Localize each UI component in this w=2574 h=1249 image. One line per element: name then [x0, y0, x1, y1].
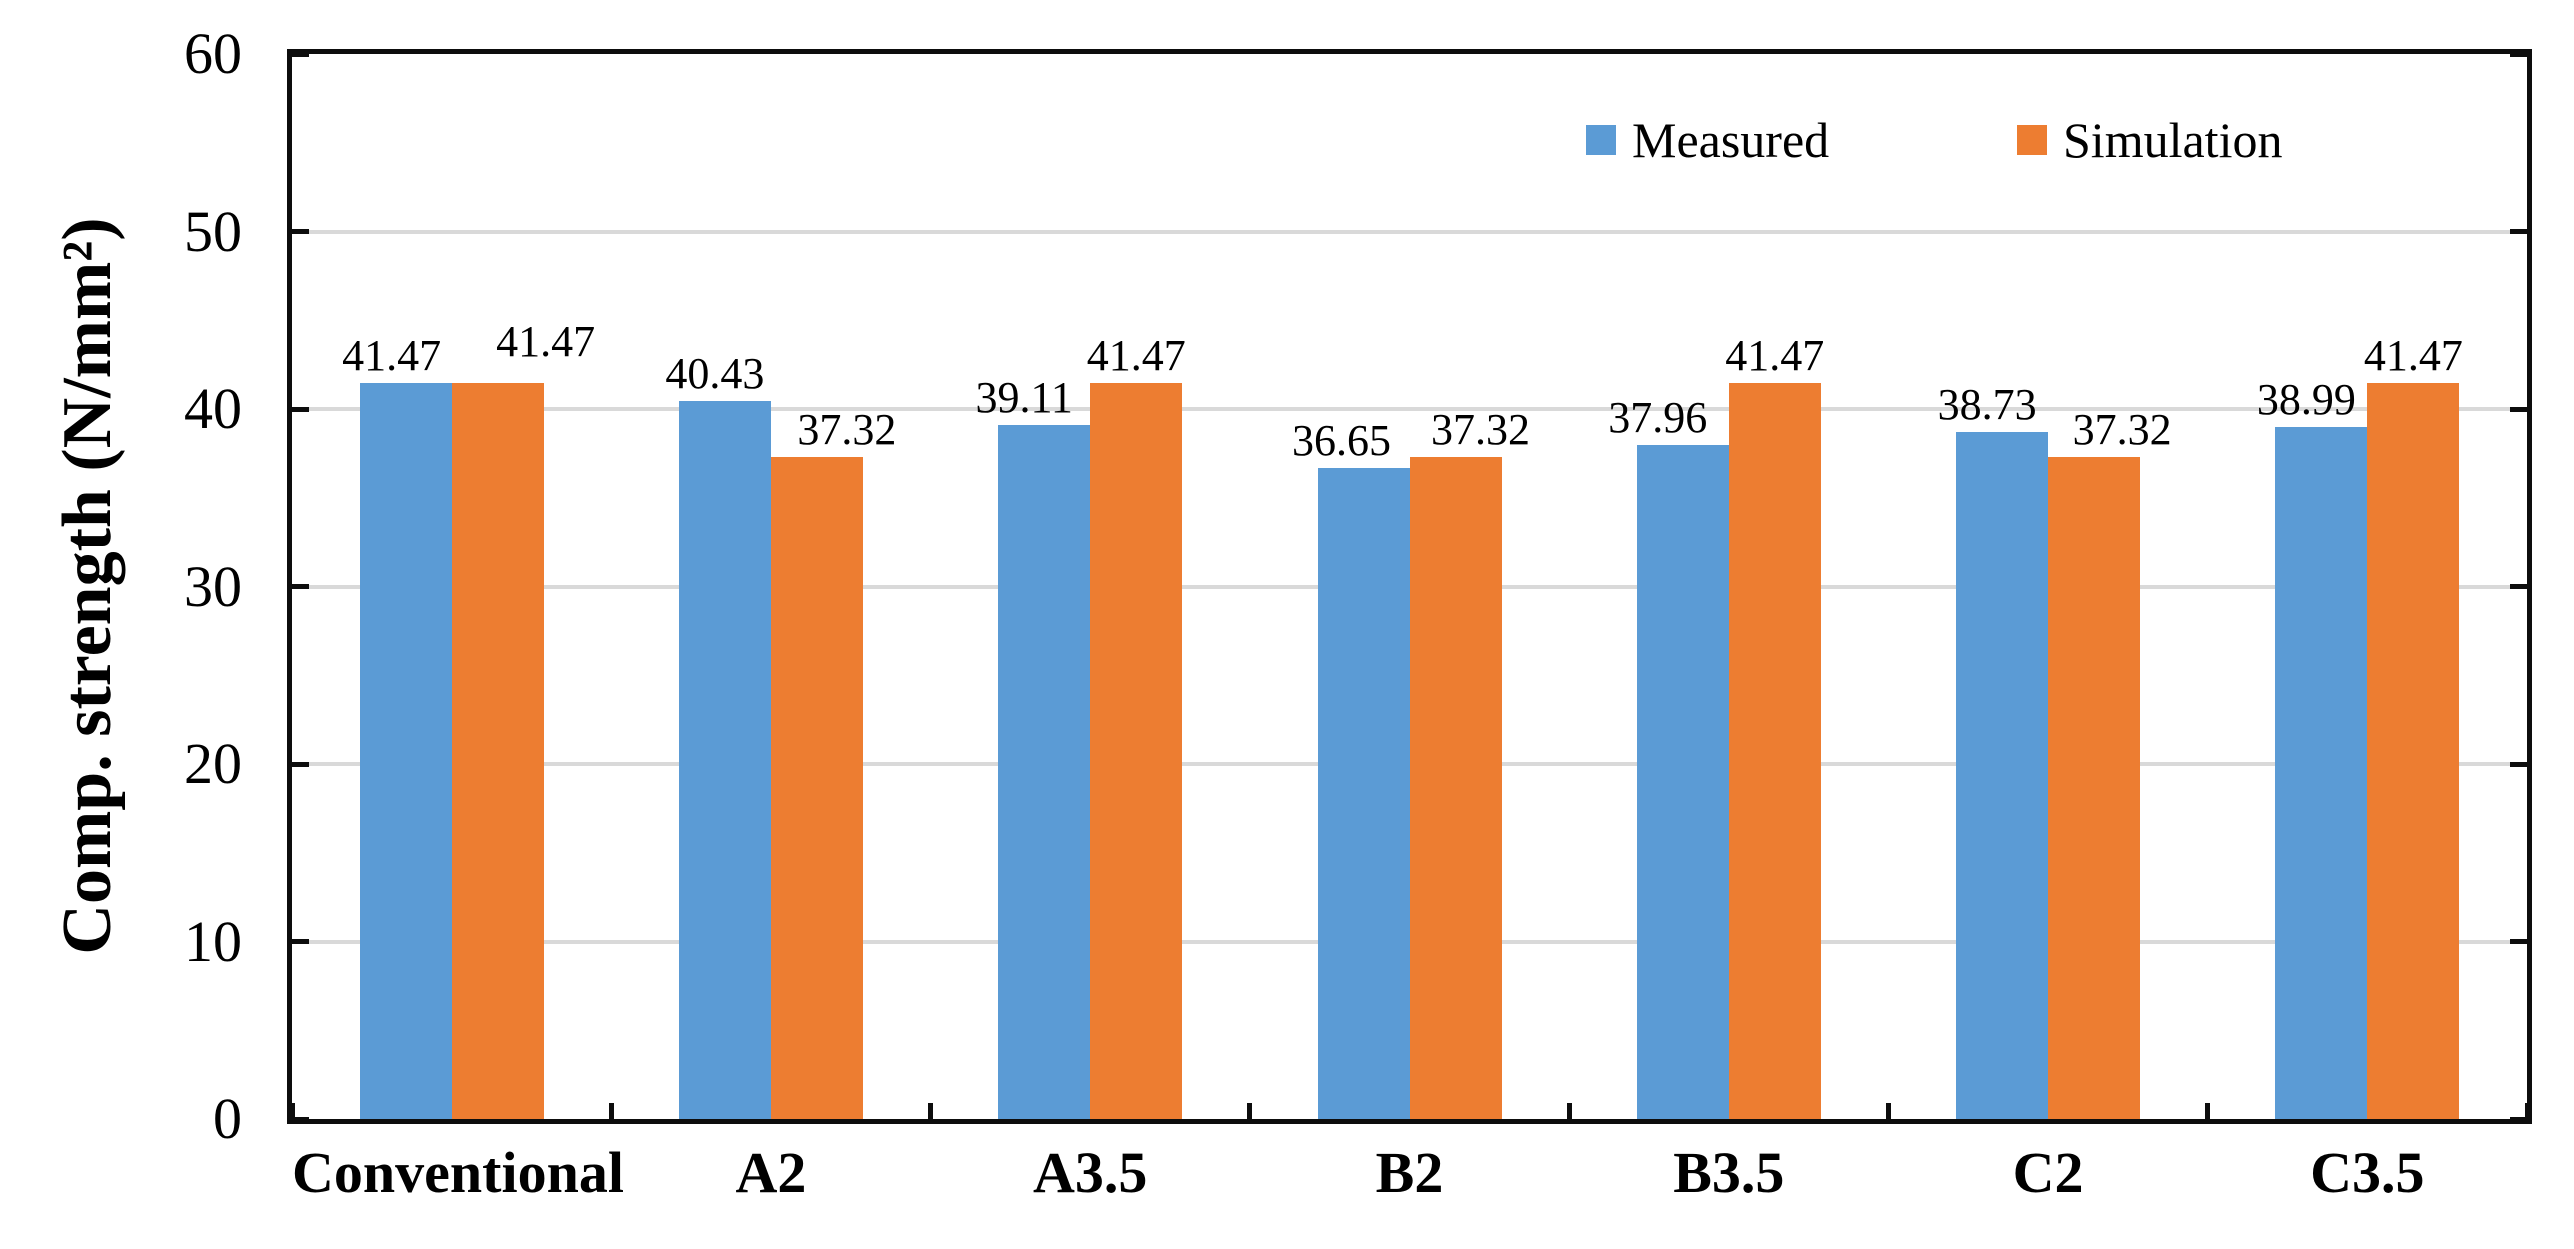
y-tick-mark-left-50: [287, 229, 309, 234]
measured-bar-C2: [1956, 431, 2049, 1119]
y-tick-mark-left-60: [287, 51, 309, 57]
y-tick-mark-right-20: [2510, 761, 2532, 767]
x-category-label-Conventional: Conventional: [292, 1140, 624, 1205]
legend-label-simulation: Simulation: [2063, 112, 2283, 168]
legend-item-simulation: Simulation: [2017, 112, 2282, 168]
bar-value-label-simulation-A2: 37.32: [797, 404, 897, 454]
simulation-bar-C2: [2048, 456, 2141, 1119]
y-tick-label-30: 30: [184, 553, 242, 619]
bar-value-label-measured-B3.5: 37.96: [1608, 393, 1708, 443]
y-tick-mark-left-30: [287, 584, 309, 589]
y-tick-label-60: 60: [184, 21, 242, 86]
measured-bar-A2: [678, 401, 771, 1119]
measured-bar-Conventional: [359, 382, 452, 1119]
simulation-bar-C3.5: [2367, 382, 2460, 1119]
bar-value-label-simulation-C2: 37.32: [2072, 404, 2172, 454]
gridline-40: [292, 407, 2527, 411]
bar-value-label-measured-C3.5: 38.99: [2256, 374, 2356, 424]
measured-series-swatch-icon: [1586, 125, 1616, 155]
y-tick-mark-right-10: [2510, 939, 2532, 944]
x-tick-mark-0: [289, 1103, 295, 1119]
y-tick-label-10: 10: [184, 908, 242, 974]
measured-bar-B2: [1317, 468, 1410, 1119]
x-category-label-B2: B2: [1375, 1140, 1444, 1205]
bar-value-label-measured-Conventional: 41.47: [342, 330, 442, 380]
y-tick-mark-left-10: [287, 939, 309, 944]
legend-label-measured: Measured: [1632, 112, 1830, 168]
x-category-label-A3.5: A3.5: [1033, 1140, 1148, 1205]
measured-bar-C3.5: [2275, 426, 2368, 1119]
bar-value-label-measured-C2: 38.73: [1937, 379, 2037, 429]
bar-value-label-simulation-B2: 37.32: [1431, 404, 1530, 454]
bar-value-label-measured-A3.5: 39.11: [975, 372, 1073, 422]
bar-value-label-simulation-A3.5: 41.47: [1086, 330, 1186, 380]
x-tick-mark-6: [2205, 1103, 2211, 1119]
plot-area-border: [287, 49, 2532, 1124]
simulation-bar-Conventional: [451, 382, 544, 1119]
measured-bar-B3.5: [1636, 445, 1729, 1119]
y-tick-mark-right-30: [2510, 584, 2532, 589]
measured-bar-A3.5: [998, 424, 1091, 1119]
x-category-label-A2: A2: [735, 1140, 807, 1205]
y-tick-label-0: 0: [213, 1086, 242, 1151]
x-tick-mark-2: [928, 1103, 934, 1119]
x-tick-mark-1: [608, 1103, 614, 1119]
simulation-bar-A3.5: [1090, 382, 1183, 1119]
x-category-label-C2: C2: [2012, 1140, 2084, 1205]
bar-value-label-simulation-B3.5: 41.47: [1725, 330, 1825, 380]
y-tick-mark-right-60: [2510, 51, 2532, 57]
x-category-label-C3.5: C3.5: [2310, 1140, 2425, 1205]
bar-value-label-measured-B2: 36.65: [1292, 416, 1391, 466]
simulation-bar-B2: [1409, 456, 1502, 1119]
x-tick-mark-3: [1247, 1103, 1253, 1119]
simulation-bar-B3.5: [1728, 382, 1821, 1119]
bar-value-label-simulation-Conventional: 41.47: [496, 316, 596, 366]
y-tick-mark-left-20: [287, 761, 309, 767]
bar-value-label-measured-A2: 40.43: [665, 349, 765, 399]
x-tick-mark-5: [1885, 1103, 1891, 1119]
simulation-series-swatch-icon: [2017, 125, 2047, 155]
y-tick-label-50: 50: [184, 198, 242, 264]
gridline-50: [292, 229, 2527, 234]
bar-value-label-simulation-C3.5: 41.47: [2363, 330, 2463, 380]
y-tick-label-40: 40: [184, 376, 242, 441]
y-tick-label-20: 20: [184, 731, 242, 796]
x-category-label-B3.5: B3.5: [1673, 1140, 1785, 1205]
y-tick-mark-right-50: [2510, 229, 2532, 234]
simulation-bar-A2: [770, 456, 863, 1119]
x-tick-mark-4: [1566, 1103, 1572, 1119]
legend-item-measured: Measured: [1586, 112, 1829, 168]
y-tick-mark-left-40: [287, 406, 309, 412]
y-tick-mark-right-40: [2510, 406, 2532, 412]
